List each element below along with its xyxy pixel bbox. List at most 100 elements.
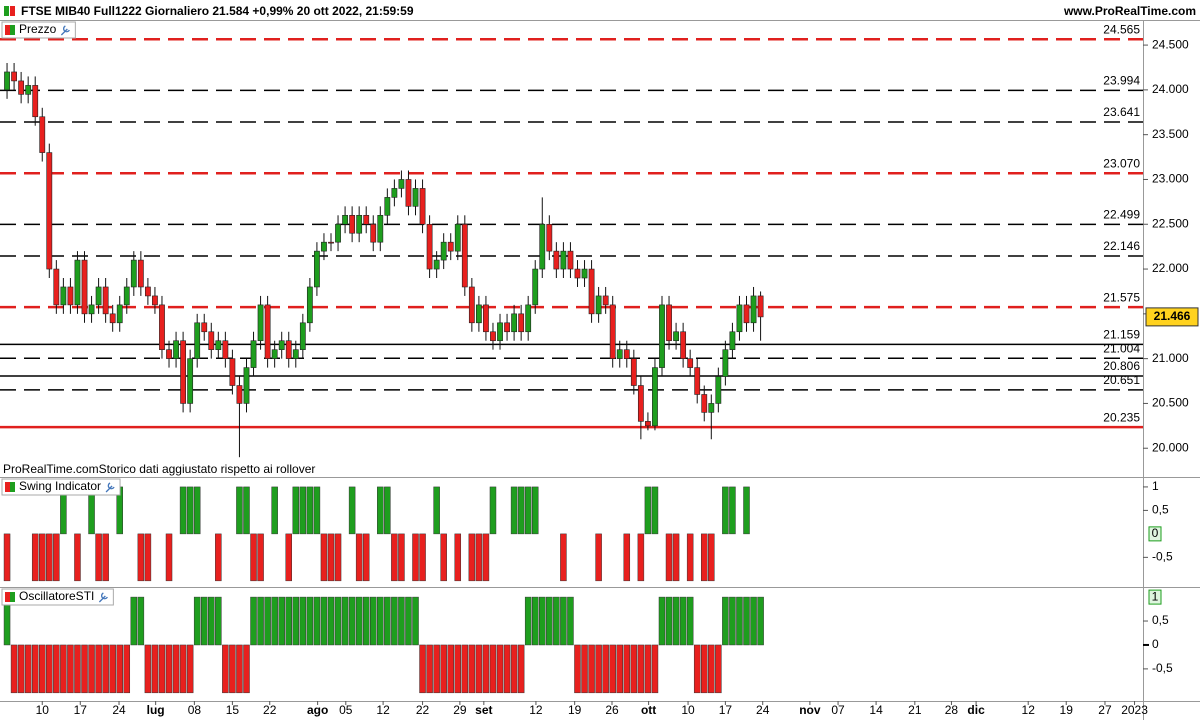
indicator-bar bbox=[362, 533, 370, 582]
x-tick-label: 24 bbox=[756, 703, 770, 717]
indicator-bar bbox=[524, 486, 532, 535]
indicator-bar bbox=[468, 644, 476, 694]
y-tick-label: 0 bbox=[1152, 637, 1159, 651]
indicator-bar bbox=[482, 644, 490, 694]
indicator-bar bbox=[461, 644, 469, 694]
candle-body bbox=[250, 340, 257, 368]
indicator-bar bbox=[271, 596, 278, 646]
indicator-bar bbox=[398, 533, 405, 582]
y-tick-label: 21.000 bbox=[1152, 351, 1189, 365]
panel-label: OscillatoreSTI bbox=[1, 588, 114, 606]
indicator-bar bbox=[503, 644, 511, 694]
indicator-bar bbox=[433, 486, 440, 535]
y-tick-label: 22.000 bbox=[1152, 261, 1189, 275]
indicator-bar bbox=[553, 596, 560, 646]
candle-body bbox=[497, 322, 503, 342]
indicator-bar bbox=[334, 596, 342, 646]
candle-body bbox=[588, 268, 595, 315]
candle-body bbox=[567, 250, 574, 270]
candle-body bbox=[694, 367, 701, 395]
level-label: 20.235 bbox=[1103, 410, 1140, 424]
level-label: 21.159 bbox=[1103, 328, 1140, 342]
indicator-bar bbox=[39, 533, 46, 582]
y-tick-label: 24.000 bbox=[1152, 82, 1189, 96]
candle-body bbox=[201, 322, 208, 333]
indicator-bar bbox=[616, 644, 623, 694]
last-value-box bbox=[1148, 589, 1162, 605]
candle-body bbox=[194, 322, 201, 359]
indicator-bar bbox=[292, 486, 300, 535]
y-tick-label: 20.500 bbox=[1152, 396, 1189, 410]
candle-body bbox=[454, 223, 461, 252]
indicator-bar bbox=[186, 486, 194, 535]
candle-body bbox=[743, 304, 750, 324]
candle-body bbox=[630, 358, 637, 386]
candle-body bbox=[708, 403, 715, 413]
indicator-bar bbox=[475, 644, 483, 694]
indicator-bar bbox=[243, 486, 250, 535]
candle-body bbox=[187, 358, 194, 404]
panel-label-box bbox=[1, 478, 121, 496]
panel-icon bbox=[5, 592, 10, 602]
wrench-icon bbox=[60, 25, 70, 36]
last-value-label: 1 bbox=[1152, 589, 1159, 603]
x-tick-label: set bbox=[475, 703, 492, 717]
candle-body bbox=[595, 295, 602, 315]
indicator-bar bbox=[31, 533, 39, 582]
indicator-bar bbox=[686, 533, 694, 582]
last-price-label: 21.466 bbox=[1154, 309, 1191, 323]
indicator-bar bbox=[546, 596, 553, 646]
candle-body bbox=[102, 286, 109, 315]
x-tick-label: ott bbox=[641, 703, 656, 717]
level-label: 22.499 bbox=[1103, 208, 1140, 222]
indicator-bar bbox=[531, 596, 539, 646]
indicator-bar bbox=[250, 533, 257, 582]
level-label: 20.806 bbox=[1103, 359, 1140, 373]
x-tick-label: 12 bbox=[376, 703, 390, 717]
indicator-bar bbox=[243, 644, 250, 694]
indicator-bar bbox=[637, 533, 645, 582]
indicator-bar bbox=[334, 533, 342, 582]
indicator-bar bbox=[17, 644, 25, 694]
candle-body bbox=[659, 304, 665, 368]
candle-body bbox=[285, 340, 292, 359]
indicator-bar bbox=[665, 533, 673, 582]
candle-body bbox=[419, 188, 426, 225]
indicator-bar bbox=[665, 596, 673, 646]
indicator-bar bbox=[623, 644, 631, 694]
indicator-bar bbox=[306, 596, 314, 646]
y-tick-label: 23.500 bbox=[1152, 127, 1189, 141]
indicator-bar bbox=[236, 486, 243, 535]
indicator-bar bbox=[412, 533, 419, 582]
indicator-bar bbox=[510, 486, 518, 535]
candle-body bbox=[447, 241, 454, 252]
indicator-bar bbox=[440, 644, 447, 694]
indicator-bar bbox=[123, 644, 131, 694]
indicator-bar bbox=[489, 486, 497, 535]
candle-body bbox=[109, 313, 116, 324]
indicator-bar bbox=[679, 596, 687, 646]
indicator-bar bbox=[67, 644, 74, 694]
site: www.ProRealTime.com bbox=[1063, 4, 1196, 18]
candle-body bbox=[433, 259, 440, 270]
level-label: 21.004 bbox=[1103, 341, 1140, 355]
panel-label: Swing Indicator bbox=[1, 478, 121, 496]
y-tick-label: 24.500 bbox=[1152, 37, 1189, 51]
candle-body bbox=[321, 241, 327, 252]
indicator-bar bbox=[701, 533, 708, 582]
indicator-bar bbox=[144, 644, 152, 694]
indicator-bar bbox=[722, 596, 729, 646]
indicator-bar bbox=[426, 644, 433, 694]
level-label: 24.565 bbox=[1103, 22, 1140, 36]
candle-body bbox=[159, 304, 165, 350]
indicator-bar bbox=[313, 596, 321, 646]
indicator-bar bbox=[672, 533, 680, 582]
indicator-bar bbox=[348, 486, 356, 535]
x-tick-label: 17 bbox=[719, 703, 733, 717]
indicator-bar bbox=[215, 596, 222, 646]
indicator-bar bbox=[257, 596, 264, 646]
indicator-bar bbox=[313, 486, 321, 535]
indicator-bar bbox=[215, 533, 222, 582]
candle-body bbox=[271, 349, 278, 359]
